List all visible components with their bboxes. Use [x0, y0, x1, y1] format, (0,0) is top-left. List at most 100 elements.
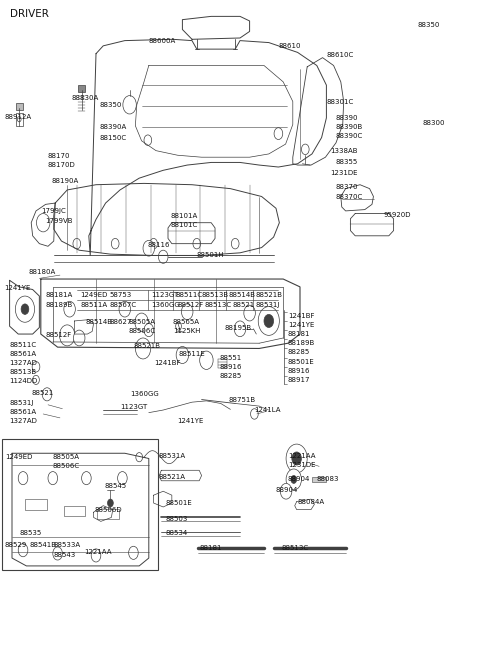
Text: 88627: 88627 — [109, 319, 132, 326]
Text: 88501H: 88501H — [197, 252, 225, 259]
Text: 88505A: 88505A — [129, 319, 156, 326]
Text: 1241YE: 1241YE — [288, 322, 314, 328]
Circle shape — [135, 313, 148, 331]
Bar — [64, 506, 85, 516]
Text: 88531J: 88531J — [255, 302, 280, 309]
Text: 88355: 88355 — [336, 159, 358, 166]
Circle shape — [286, 444, 307, 473]
Text: 88180A: 88180A — [29, 269, 56, 276]
Text: 88513B: 88513B — [10, 369, 37, 375]
Text: 88101A: 88101A — [170, 213, 198, 219]
Circle shape — [129, 546, 138, 559]
Circle shape — [119, 301, 131, 317]
Text: 88190A: 88190A — [52, 178, 79, 184]
Text: 1241BF: 1241BF — [288, 312, 314, 319]
Text: 88513C: 88513C — [204, 302, 232, 309]
Text: 88531A: 88531A — [158, 453, 186, 459]
Circle shape — [21, 304, 29, 314]
Text: 88189B: 88189B — [46, 302, 73, 309]
Text: 88511C: 88511C — [10, 341, 37, 348]
Circle shape — [158, 250, 168, 263]
Text: 1241YE: 1241YE — [4, 285, 30, 291]
Text: 88551: 88551 — [220, 354, 242, 361]
Text: 88830A: 88830A — [71, 95, 98, 102]
Text: DRIVER: DRIVER — [10, 9, 48, 20]
Circle shape — [176, 322, 181, 330]
Text: 88521: 88521 — [232, 302, 254, 309]
Bar — [97, 509, 119, 519]
Text: 88529: 88529 — [5, 542, 27, 548]
Circle shape — [291, 476, 297, 483]
Text: 88501E: 88501E — [166, 500, 192, 506]
Text: 88521B: 88521B — [255, 292, 282, 299]
Text: 88300: 88300 — [422, 120, 445, 126]
Text: 88101C: 88101C — [170, 222, 198, 229]
Text: 88370C: 88370C — [336, 193, 363, 200]
Text: 88195B: 88195B — [225, 324, 252, 331]
Circle shape — [36, 214, 50, 232]
Text: 88181A: 88181A — [46, 292, 73, 299]
Text: 88535: 88535 — [19, 530, 41, 536]
Circle shape — [64, 301, 75, 317]
Text: 88610: 88610 — [278, 43, 301, 49]
Circle shape — [301, 144, 309, 155]
Bar — [16, 103, 23, 110]
Text: 88350: 88350 — [100, 102, 122, 108]
Text: 88506C: 88506C — [53, 463, 80, 470]
Text: 1799JC: 1799JC — [41, 208, 66, 214]
Text: 88150C: 88150C — [100, 134, 127, 141]
Text: 95920D: 95920D — [384, 212, 411, 218]
Text: 88513B: 88513B — [202, 292, 229, 299]
Circle shape — [264, 314, 274, 328]
Circle shape — [123, 96, 136, 114]
Text: 88285: 88285 — [220, 373, 242, 379]
Circle shape — [292, 452, 301, 465]
Circle shape — [15, 296, 35, 322]
Text: 1123GT: 1123GT — [151, 292, 178, 299]
Circle shape — [53, 547, 62, 560]
Text: 88116: 88116 — [148, 242, 170, 248]
Circle shape — [251, 409, 258, 419]
Bar — [78, 85, 85, 92]
Circle shape — [181, 304, 193, 320]
Text: 88521: 88521 — [31, 390, 53, 396]
Text: 88545: 88545 — [105, 483, 127, 489]
Text: 88514B: 88514B — [85, 319, 112, 326]
Circle shape — [111, 238, 119, 249]
Text: 1231DE: 1231DE — [330, 170, 358, 176]
Circle shape — [135, 338, 151, 359]
Text: 88531J: 88531J — [10, 400, 34, 406]
Text: 88512F: 88512F — [178, 302, 204, 309]
Text: 88390: 88390 — [336, 115, 359, 121]
Text: 88513C: 88513C — [281, 544, 309, 551]
Circle shape — [33, 375, 39, 384]
Text: 88511A: 88511A — [81, 302, 108, 309]
Text: 88751B: 88751B — [228, 396, 256, 403]
Text: 88390A: 88390A — [100, 124, 127, 130]
Text: 88189B: 88189B — [288, 340, 315, 346]
Text: 88916: 88916 — [288, 367, 311, 374]
Text: 88514B: 88514B — [228, 292, 255, 299]
Text: 88610C: 88610C — [326, 52, 354, 58]
Circle shape — [144, 324, 154, 337]
Circle shape — [274, 128, 283, 140]
Text: 88533A: 88533A — [54, 542, 81, 548]
Circle shape — [108, 499, 113, 507]
Circle shape — [48, 472, 58, 485]
Circle shape — [17, 117, 21, 122]
Text: 88390C: 88390C — [336, 133, 363, 140]
Text: 88521A: 88521A — [158, 474, 185, 480]
Text: 88904: 88904 — [276, 487, 298, 493]
Text: 88170: 88170 — [48, 153, 71, 159]
Circle shape — [18, 544, 28, 557]
Text: 88181: 88181 — [199, 544, 222, 551]
Circle shape — [150, 238, 157, 249]
Text: 88506C: 88506C — [129, 328, 156, 335]
Text: 1327AD: 1327AD — [10, 360, 37, 366]
Text: 88511E: 88511E — [179, 350, 205, 357]
Circle shape — [200, 351, 213, 369]
Text: 1799VB: 1799VB — [46, 217, 73, 224]
Text: 88917: 88917 — [288, 377, 311, 383]
Text: 1241YE: 1241YE — [178, 417, 204, 424]
Text: 88567C: 88567C — [109, 302, 137, 309]
